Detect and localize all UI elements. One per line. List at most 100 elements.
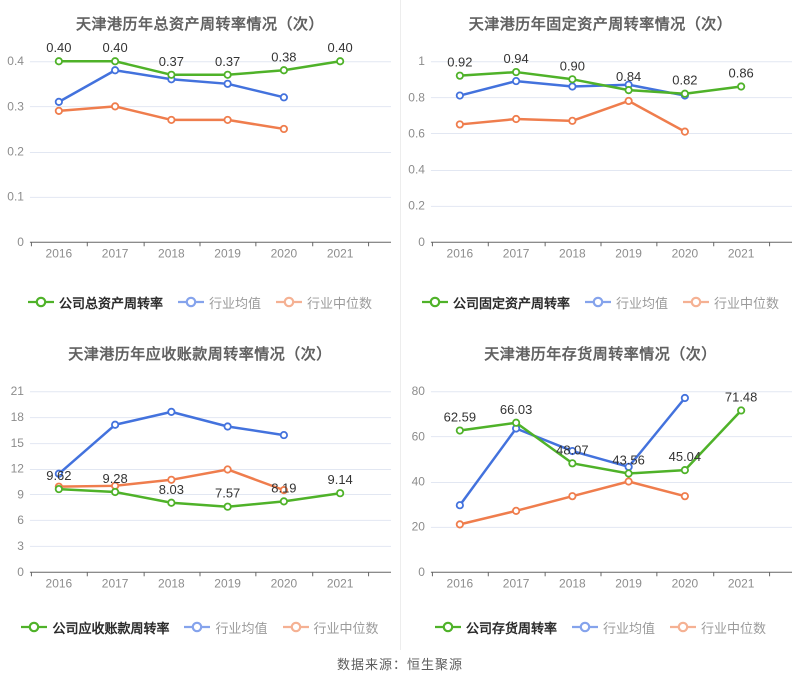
data-point-industry_mean[interactable] [568, 446, 577, 456]
data-point-company[interactable] [111, 57, 120, 66]
x-axis-tick-label: 2021 [728, 577, 755, 591]
legend-item-industry_median[interactable]: 行业中位数 [282, 618, 379, 637]
line-chart-total-asset-turnover[interactable]: 0 0.1 0.2 0.3 0.4 2016 2017 2018 2019 2020 2021 0.4… [0, 38, 399, 274]
data-point-industry_median[interactable] [512, 114, 521, 124]
y-axis-tick-label: 0.4 [7, 54, 24, 68]
data-point-industry_mean[interactable] [111, 66, 120, 75]
x-axis-tick-label: 2018 [158, 247, 185, 261]
data-point-label: 0.37 [215, 54, 240, 69]
series-line-company[interactable] [57, 487, 342, 508]
legend-item-company[interactable]: 公司应收账款周转率 [21, 618, 169, 637]
line-chart-inventory-turnover[interactable]: 0 20 40 60 80 2016 2017 2018 2019 2020 2021 62.59 66… [401, 368, 800, 604]
legend-item-company[interactable]: 公司总资产周转率 [27, 293, 163, 312]
legend-marker-icon [27, 296, 54, 308]
x-axis-tick-label: 2017 [102, 577, 129, 591]
data-point-label: 0.90 [560, 58, 585, 73]
data-point-industry_median[interactable] [624, 96, 633, 106]
x-axis-tick-label: 2019 [615, 247, 642, 261]
data-point-industry_mean[interactable] [568, 82, 577, 91]
data-point-company[interactable] [279, 497, 288, 506]
data-point-industry_median[interactable] [455, 120, 464, 129]
data-point-company[interactable] [54, 484, 63, 494]
data-point-industry_median[interactable] [680, 127, 689, 136]
legend-item-industry_median[interactable]: 行业中位数 [683, 293, 779, 312]
data-point-industry_mean[interactable] [279, 93, 288, 102]
data-point-industry_median[interactable] [568, 492, 577, 501]
data-point-industry_median[interactable] [512, 506, 521, 515]
data-point-industry_mean[interactable] [223, 79, 232, 88]
data-point-company[interactable] [167, 70, 176, 79]
data-point-company[interactable] [455, 426, 464, 435]
data-point-industry_mean[interactable] [111, 420, 120, 429]
data-point-company[interactable] [568, 75, 577, 84]
legend-item-industry_mean[interactable]: 行业均值 [177, 293, 261, 312]
data-point-company[interactable] [737, 82, 746, 91]
data-point-company[interactable] [336, 57, 345, 66]
data-point-company[interactable] [223, 502, 232, 511]
data-point-industry_median[interactable] [568, 116, 577, 125]
data-point-company[interactable] [336, 489, 345, 498]
series-line-company[interactable] [57, 59, 342, 77]
data-point-industry_mean[interactable] [279, 430, 288, 440]
chart-cell-fixed-asset-turnover: 天津港历年固定资产周转率情况（次） 0 0.2 0.4 0.6 0.8 1 2016 2017… [400, 0, 800, 330]
data-point-industry_median[interactable] [223, 465, 232, 474]
legend-item-industry_median[interactable]: 行业中位数 [670, 618, 766, 637]
data-point-industry_median[interactable] [54, 106, 63, 115]
data-point-company[interactable] [568, 459, 577, 468]
series-line-industry_median[interactable] [458, 480, 687, 526]
data-point-industry_mean[interactable] [54, 97, 63, 106]
legend-item-industry_mean[interactable]: 行业均值 [184, 618, 268, 637]
series-line-industry_median[interactable] [458, 99, 687, 133]
data-point-industry_median[interactable] [680, 492, 689, 501]
data-point-company[interactable] [512, 418, 521, 427]
data-point-company[interactable] [455, 71, 464, 80]
x-axis-tick-label: 2016 [447, 247, 474, 261]
line-chart-fixed-asset-turnover[interactable]: 0 0.2 0.4 0.6 0.8 1 2016 2017 2018 2019 2020 2021 0.… [401, 38, 800, 274]
data-point-company[interactable] [54, 57, 63, 66]
series-line-company[interactable] [458, 409, 743, 475]
legend-item-industry_mean[interactable]: 行业均值 [584, 293, 668, 312]
chart-legend: 公司应收账款周转率 行业均值 行业中位数 [0, 604, 400, 650]
y-axis-tick-label: 0.4 [408, 163, 425, 177]
data-point-industry_mean[interactable] [512, 77, 521, 86]
data-point-company[interactable] [680, 466, 689, 475]
legend-item-industry_mean[interactable]: 行业均值 [571, 618, 655, 637]
data-point-industry_mean[interactable] [167, 407, 176, 416]
data-point-company[interactable] [680, 89, 689, 98]
data-point-label: 71.48 [725, 389, 757, 404]
legend-item-company[interactable]: 公司存货周转率 [434, 618, 557, 637]
data-point-industry_mean[interactable] [54, 469, 63, 478]
series-line-industry_mean[interactable] [57, 410, 286, 476]
data-point-company[interactable] [167, 498, 176, 507]
line-chart-receivables-turnover[interactable]: 0 3 6 9 12 15 18 21 2016 2017 2018 2019 2020 2021 9.62… [0, 368, 399, 604]
legend-marker-icon [282, 621, 309, 633]
data-point-company[interactable] [624, 469, 633, 478]
data-point-company[interactable] [737, 406, 746, 415]
data-point-industry_median[interactable] [111, 102, 120, 111]
data-point-industry_mean[interactable] [223, 422, 232, 431]
x-axis-tick-label: 2020 [271, 247, 298, 261]
data-point-company[interactable] [223, 70, 232, 79]
data-point-label: 0.38 [271, 49, 296, 64]
data-point-industry_median[interactable] [624, 477, 633, 486]
legend-item-industry_median[interactable]: 行业中位数 [276, 293, 372, 312]
data-point-industry_mean[interactable] [455, 501, 464, 510]
data-point-company[interactable] [624, 86, 633, 95]
data-point-industry_median[interactable] [167, 115, 176, 125]
legend-label: 公司固定资产周转率 [452, 295, 570, 311]
y-axis-tick-label: 0.6 [408, 126, 425, 140]
data-point-industry_median[interactable] [455, 520, 464, 529]
data-point-industry_median[interactable] [223, 115, 232, 125]
data-point-industry_median[interactable] [279, 124, 288, 134]
data-point-industry_mean[interactable] [455, 91, 464, 100]
data-point-company[interactable] [512, 67, 521, 77]
legend-item-company[interactable]: 公司固定资产周转率 [421, 293, 570, 312]
data-point-industry_median[interactable] [279, 486, 288, 495]
data-point-industry_mean[interactable] [680, 393, 689, 403]
data-point-industry_median[interactable] [167, 475, 176, 484]
data-point-company[interactable] [279, 66, 288, 75]
series-line-company[interactable] [458, 70, 743, 95]
legend-label: 公司存货周转率 [465, 620, 557, 636]
legend-label: 行业中位数 [307, 295, 373, 311]
data-point-company[interactable] [111, 487, 120, 497]
